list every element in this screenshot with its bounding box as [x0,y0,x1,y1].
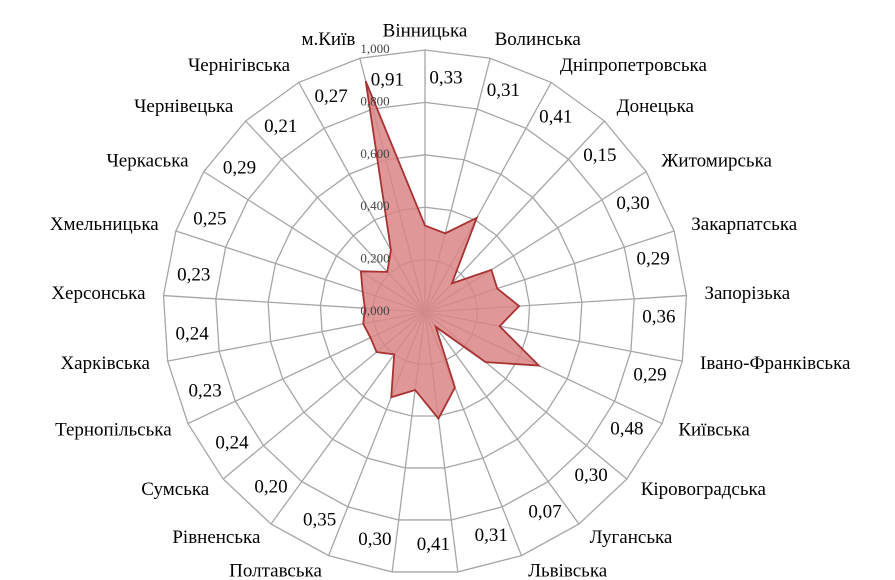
grid-ring [215,101,635,521]
category-label: Львівська [528,561,608,580]
category-label: Одеська [357,578,424,580]
value-label: 0,24 [215,433,249,454]
value-label: 0,23 [177,265,210,286]
value-label: 0,07 [528,501,561,522]
category-label: Тернопільська [55,420,172,441]
category-label: Кіровоградська [641,479,767,500]
category-label: Чернігівська [188,55,291,76]
tick-label: 0,000 [360,303,389,318]
value-label: 0,29 [633,365,666,386]
category-label: Луганська [590,527,673,548]
value-label: 0,24 [176,323,210,344]
value-label: 0,30 [575,465,608,486]
category-label: Волинська [495,29,582,50]
value-label: 0,31 [487,80,520,101]
tick-label: 0,200 [360,251,389,266]
category-label: м.Київ [301,29,355,50]
value-label: 0,30 [616,193,649,214]
value-label: 0,36 [642,307,675,328]
value-label: 0,31 [475,525,508,546]
category-label: Харківська [60,353,150,374]
grid-ring [162,49,688,573]
value-label: 0,41 [539,106,572,127]
category-label: Івано-Франківська [700,353,851,374]
value-label: 0,27 [315,86,348,107]
grid-ring [267,154,583,469]
value-label: 0,30 [358,529,391,550]
category-label: Сумська [141,479,210,500]
value-label: 0,20 [254,477,287,498]
category-label: Запорізька [704,283,790,304]
value-label: 0,91 [371,69,404,90]
radar-area [359,80,542,421]
value-label: 0,29 [223,158,256,179]
category-label: Полтавська [229,561,322,580]
category-label: Чернівецька [134,96,234,117]
value-label: 0,48 [610,419,643,440]
category-label: Херсонська [51,283,146,304]
category-label: Дніпропетровська [560,55,708,76]
category-label: Рівненська [172,527,261,548]
category-label: Черкаська [106,150,189,171]
value-label: 0,29 [637,248,670,269]
tick-label: 1,000 [360,41,389,56]
marks [359,80,542,421]
value-label: 0,33 [429,67,462,88]
category-label: Закарпатська [691,214,798,235]
value-label: 0,21 [264,116,297,137]
value-label: 0,15 [583,145,616,166]
grid-ring [319,206,531,417]
tick-label: 0,600 [360,146,389,161]
value-label: 0,35 [303,509,336,530]
category-label: Вінницька [383,20,468,41]
category-label: Миколаївська [405,578,517,580]
tick-label: 0,800 [360,93,389,108]
spoke [424,120,605,313]
value-label: 0,41 [417,534,450,555]
category-label: Житомирська [661,150,772,171]
category-label: Київська [678,420,750,441]
value-label: 0,23 [189,381,222,402]
category-label: Донецька [617,96,695,117]
value-label: 0,25 [193,208,226,229]
spoke [424,311,580,525]
category-label: Хмельницька [50,214,159,235]
tick-label: 0,400 [360,198,389,213]
